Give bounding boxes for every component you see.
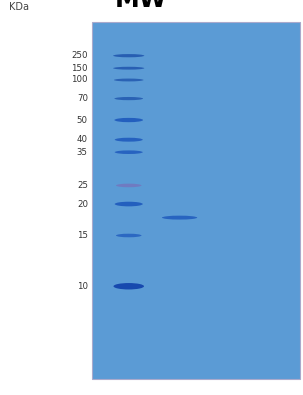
- FancyBboxPatch shape: [92, 22, 300, 379]
- Text: 20: 20: [77, 199, 88, 209]
- Ellipse shape: [113, 54, 144, 57]
- Text: 15: 15: [77, 231, 88, 240]
- Ellipse shape: [115, 97, 143, 100]
- Ellipse shape: [116, 184, 142, 187]
- Text: 40: 40: [77, 135, 88, 144]
- Ellipse shape: [113, 67, 144, 70]
- Text: KDa: KDa: [9, 2, 29, 12]
- Text: 250: 250: [72, 51, 88, 60]
- Text: 35: 35: [77, 148, 88, 157]
- Ellipse shape: [162, 216, 197, 220]
- Ellipse shape: [115, 150, 143, 154]
- Ellipse shape: [116, 234, 142, 237]
- Text: 25: 25: [77, 181, 88, 190]
- Ellipse shape: [114, 79, 144, 81]
- Text: 150: 150: [72, 64, 88, 73]
- Text: 10: 10: [77, 282, 88, 291]
- Ellipse shape: [114, 283, 144, 290]
- Text: 50: 50: [77, 115, 88, 124]
- Text: MW: MW: [115, 0, 168, 12]
- Text: 100: 100: [72, 75, 88, 85]
- Ellipse shape: [115, 118, 143, 122]
- Ellipse shape: [115, 202, 143, 206]
- Ellipse shape: [115, 138, 143, 142]
- Text: 70: 70: [77, 94, 88, 103]
